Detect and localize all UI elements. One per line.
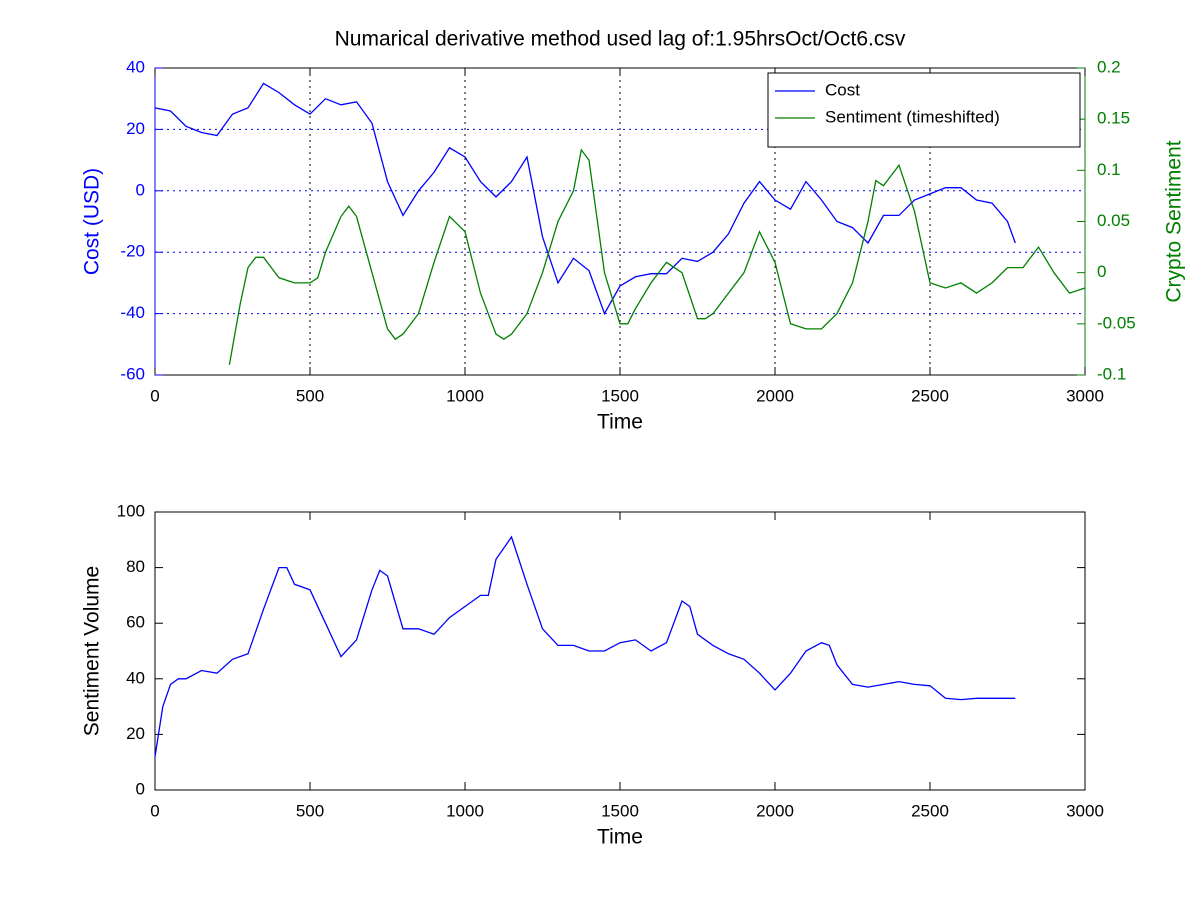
y2-tick-label: 0.15 [1097, 109, 1130, 128]
x-tick-label: 1000 [446, 801, 484, 820]
x-tick-label: 1500 [601, 386, 639, 405]
x-tick-label: 3000 [1066, 801, 1104, 820]
legend-label: Cost [825, 80, 860, 99]
y2-tick-label: -0.05 [1097, 313, 1136, 332]
y-tick-label: 20 [126, 724, 145, 743]
y-tick-label: -60 [120, 364, 145, 383]
y-axis-label: Sentiment Volume [81, 566, 104, 736]
y-tick-label: 40 [126, 668, 145, 687]
y-tick-label: 20 [126, 119, 145, 138]
y-tick-label: 0 [136, 779, 145, 798]
x-tick-label: 1500 [601, 801, 639, 820]
y-tick-label: -40 [120, 303, 145, 322]
legend-label: Sentiment (timeshifted) [825, 107, 1000, 126]
x-tick-label: 500 [296, 386, 324, 405]
y2-tick-label: 0.1 [1097, 160, 1121, 179]
x-tick-label: 0 [150, 801, 159, 820]
y2-tick-label: 0 [1097, 262, 1106, 281]
x-tick-label: 0 [150, 386, 159, 405]
y2-tick-label: -0.1 [1097, 364, 1126, 383]
y-tick-label: 80 [126, 557, 145, 576]
y2-tick-label: 0.2 [1097, 57, 1121, 76]
x-axis-label: Time [597, 411, 643, 434]
series-line [228, 148, 1086, 365]
y-tick-label: -20 [120, 242, 145, 261]
x-tick-label: 1000 [446, 386, 484, 405]
series-line [154, 82, 1016, 316]
y-tick-label: 0 [136, 180, 145, 199]
x-axis-label: Time [597, 826, 643, 849]
y2-axis-label: Crypto Sentiment [1163, 140, 1186, 302]
y-tick-label: 100 [117, 501, 145, 520]
y2-tick-label: 0.05 [1097, 211, 1130, 230]
chart-title: Numarical derivative method used lag of:… [335, 28, 906, 51]
x-tick-label: 2000 [756, 386, 794, 405]
x-tick-label: 2500 [911, 801, 949, 820]
x-tick-label: 500 [296, 801, 324, 820]
x-tick-label: 3000 [1066, 386, 1104, 405]
legend-box [767, 72, 1081, 148]
x-tick-label: 2000 [756, 801, 794, 820]
y-axis-label: Cost (USD) [81, 168, 104, 275]
y-tick-label: 60 [126, 613, 145, 632]
y-tick-label: 40 [126, 57, 145, 76]
x-tick-label: 2500 [911, 386, 949, 405]
series-line [154, 535, 1016, 757]
